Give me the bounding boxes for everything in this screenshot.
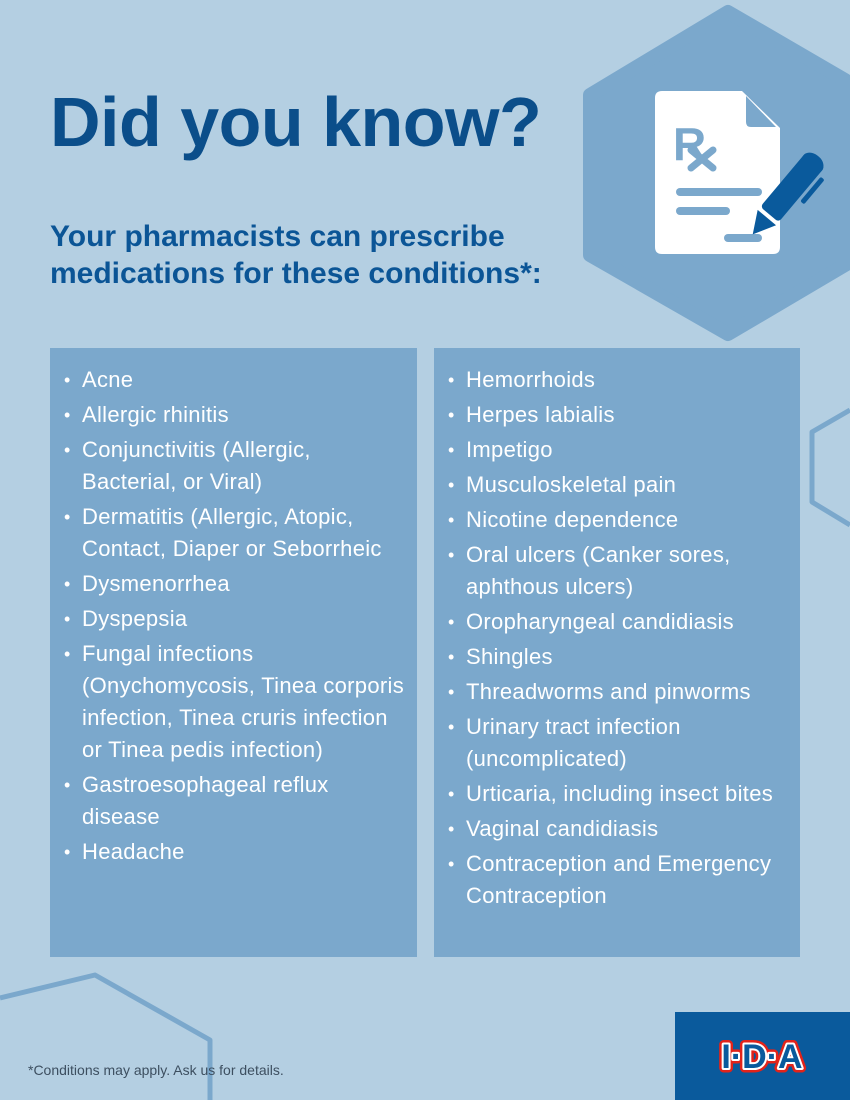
condition-item: Herpes labialis — [448, 399, 790, 431]
condition-item: Urinary tract infection (uncomplicated) — [448, 711, 790, 775]
conditions-panel-left: AcneAllergic rhinitisConjunctivitis (All… — [50, 348, 417, 957]
page-title: Did you know? — [50, 83, 542, 161]
ida-logo: I·D·A I·D·A — [675, 1012, 850, 1100]
hexagon-outline — [0, 972, 213, 1100]
subtitle: Your pharmacists can prescribe medicatio… — [50, 220, 542, 290]
ida-logo-mark: I·D·A I·D·A — [717, 1034, 807, 1081]
condition-item: Oral ulcers (Canker sores, aphthous ulce… — [448, 539, 790, 603]
condition-item: Vaginal candidiasis — [448, 813, 790, 845]
conditions-panel-right: HemorrhoidsHerpes labialisImpetigoMuscul… — [434, 348, 800, 957]
svg-text:I·D·A: I·D·A — [721, 1038, 802, 1076]
condition-item: Dysmenorrhea — [64, 568, 407, 600]
condition-item: Impetigo — [448, 434, 790, 466]
hexagon-outline — [809, 407, 850, 528]
condition-item: Dermatitis (Allergic, Atopic, Contact, D… — [64, 501, 407, 565]
condition-item: Urticaria, including insect bites — [448, 778, 790, 810]
condition-item: Dyspepsia — [64, 603, 407, 635]
footnote: *Conditions may apply. Ask us for detail… — [28, 1062, 284, 1078]
condition-item: Fungal infections (Onychomycosis, Tinea … — [64, 638, 407, 766]
condition-item: Gastroesophageal reflux disease — [64, 769, 407, 833]
condition-item: Acne — [64, 364, 407, 396]
condition-item: Hemorrhoids — [448, 364, 790, 396]
condition-item: Threadworms and pinworms — [448, 676, 790, 708]
condition-item: Conjunctivitis (Allergic, Bacterial, or … — [64, 434, 407, 498]
condition-item: Shingles — [448, 641, 790, 673]
condition-item: Headache — [64, 836, 407, 868]
condition-item: Allergic rhinitis — [64, 399, 407, 431]
prescription-pen-icon: R — [655, 91, 824, 254]
condition-item: Contraception and Emergency Contraceptio… — [448, 848, 790, 912]
condition-item: Nicotine dependence — [448, 504, 790, 536]
condition-item: Musculoskeletal pain — [448, 469, 790, 501]
svg-text:I·D·A: I·D·A — [721, 1038, 802, 1076]
condition-item: Oropharyngeal candidiasis — [448, 606, 790, 638]
